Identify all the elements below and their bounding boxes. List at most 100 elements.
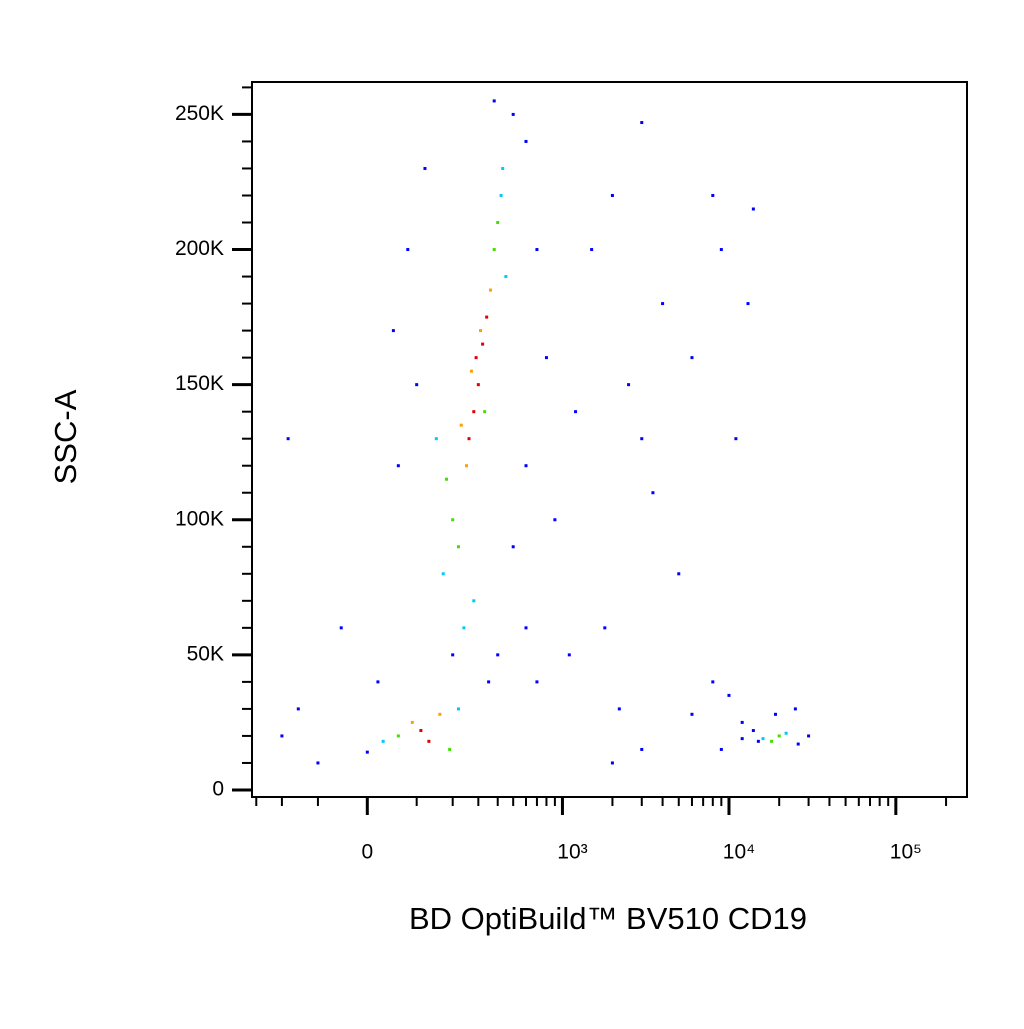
event-dot (784, 731, 788, 735)
event-dot (496, 221, 500, 225)
y-tick-label: 250K (175, 102, 224, 125)
event-dot (316, 761, 320, 765)
event-dot (286, 437, 290, 441)
x-tick-label: 0 (361, 841, 373, 864)
event-dot (617, 707, 621, 711)
event-dot (640, 747, 644, 751)
event-dot (499, 193, 503, 197)
event-dot (524, 626, 528, 630)
event-dot (451, 518, 455, 522)
event-dot (467, 437, 471, 441)
event-dot (761, 737, 765, 741)
event-dot (479, 329, 483, 333)
event-dot (451, 653, 455, 657)
event-dot (441, 572, 445, 576)
event-dot (690, 712, 694, 716)
event-dot (474, 356, 478, 360)
event-dot (777, 734, 781, 738)
plot-frame (251, 81, 968, 798)
y-tick-label: 150K (175, 372, 224, 395)
event-dot (365, 750, 369, 754)
event-dot (456, 707, 460, 711)
event-dot (396, 464, 400, 468)
event-dot (690, 356, 694, 360)
event-dot (751, 729, 755, 733)
event-dot (476, 383, 480, 387)
event-dot (448, 747, 452, 751)
event-dot (677, 572, 681, 576)
event-dot (376, 680, 380, 684)
event-dot (465, 464, 469, 468)
event-dot (567, 653, 571, 657)
event-dot (496, 653, 500, 657)
event-dot (459, 423, 463, 427)
event-dot (489, 288, 493, 292)
event-dot (391, 329, 395, 333)
event-dot (610, 761, 614, 765)
x-tick-label: 10⁵ (890, 841, 922, 864)
event-dot (339, 626, 343, 630)
event-dot (472, 410, 476, 414)
event-dot (462, 626, 466, 630)
y-tick-label: 0 (212, 778, 224, 801)
event-dot (501, 166, 505, 170)
x-axis-title: BD OptiBuild™ BV510 CD19 (409, 901, 807, 936)
event-dot (481, 342, 485, 346)
event-dot (423, 166, 427, 170)
x-tick-label: 10³ (557, 841, 587, 864)
event-dot (524, 464, 528, 468)
event-dot (492, 248, 496, 252)
event-dot (504, 275, 508, 279)
event-dot (793, 707, 797, 711)
event-dot (492, 99, 496, 103)
event-dot (511, 112, 515, 116)
y-axis-title: SSC-A (48, 389, 83, 484)
event-dot (396, 734, 400, 738)
event-dot (415, 383, 419, 387)
event-dot (553, 518, 557, 522)
event-dot (296, 707, 300, 711)
event-dot (280, 734, 284, 738)
event-dot (410, 720, 414, 724)
event-dot (434, 437, 438, 441)
event-dot (535, 680, 539, 684)
event-dot (740, 737, 744, 741)
event-dot (485, 315, 489, 319)
event-dot (796, 742, 800, 746)
event-dot (535, 248, 539, 252)
event-dot (590, 248, 594, 252)
event-dot (469, 369, 473, 373)
event-dot (544, 356, 548, 360)
event-dot (511, 545, 515, 549)
event-dot (406, 248, 410, 252)
event-dot (746, 302, 750, 306)
event-dot (483, 410, 487, 414)
event-dot (438, 712, 442, 716)
event-dot (427, 739, 431, 743)
event-dot (727, 693, 731, 697)
event-dot (719, 747, 723, 751)
event-dot (756, 739, 760, 743)
x-tick-label: 10⁴ (723, 841, 755, 864)
event-dot (770, 739, 774, 743)
y-tick-label: 100K (175, 507, 224, 530)
event-dot (419, 729, 423, 733)
event-dot (603, 626, 607, 630)
event-dot (711, 680, 715, 684)
event-dot (444, 477, 448, 481)
event-dot (640, 121, 644, 125)
event-dot (740, 720, 744, 724)
event-dot (719, 248, 723, 252)
y-tick-label: 50K (187, 642, 224, 665)
event-dot (640, 437, 644, 441)
event-dot (751, 207, 755, 211)
event-dot (456, 545, 460, 549)
event-dot (487, 680, 491, 684)
event-dot (773, 712, 777, 716)
event-dot (627, 383, 631, 387)
event-dot (807, 734, 811, 738)
event-dot (734, 437, 738, 441)
event-dot (711, 193, 715, 197)
